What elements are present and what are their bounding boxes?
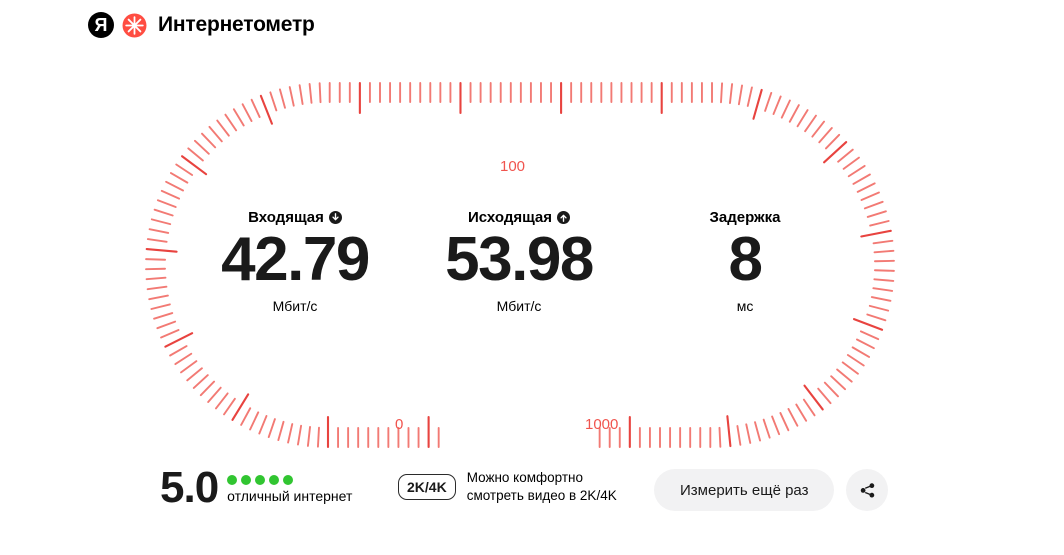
metric-upload-unit: Мбит/с [496, 298, 542, 315]
metric-upload-header: Исходящая [394, 208, 644, 226]
quality-description-line2: смотреть видео в 2K/4K [466, 487, 617, 503]
yandex-asterisk-icon [122, 13, 147, 37]
share-icon [860, 482, 875, 498]
metric-download-label: Входящая [248, 208, 324, 226]
metric-latency-unit: мс [736, 298, 754, 315]
quality-description: Можно комфортно смотреть видео в 2K/4K [467, 469, 617, 505]
metric-latency-label: Задержка [709, 208, 781, 226]
gauge-ticks [145, 81, 895, 449]
upload-arrow-icon [557, 210, 571, 224]
retry-measure-button[interactable]: Измерить ещё раз [654, 469, 835, 511]
score-caption: отличный интернет [227, 488, 353, 504]
score-value: 5.0 [160, 463, 219, 512]
footer-actions: Измерить ещё раз [654, 469, 889, 511]
metric-upload: Исходящая 53.98 Мбит/с [394, 208, 644, 315]
quality-block: 2K/4K Можно комфортно смотреть видео в 2… [398, 469, 617, 505]
share-button[interactable] [846, 469, 889, 511]
metric-latency-value: 8 [728, 225, 763, 294]
metric-latency-header: Задержка [620, 208, 870, 226]
metric-upload-value: 53.98 [445, 225, 594, 294]
download-arrow-icon [328, 210, 342, 224]
results-footer: 5.0 отличный интернет 2K/4K Можно комфор… [0, 466, 1064, 526]
score-dot [255, 475, 266, 485]
score-dot [283, 475, 294, 485]
score-dot [269, 475, 280, 485]
speed-gauge: 100 0 1000 [60, 80, 980, 450]
metric-download-unit: Мбит/с [272, 298, 318, 315]
metric-download: Входящая 42.79 Мбит/с [170, 208, 420, 315]
quality-description-line1: Можно комфортно [466, 470, 584, 485]
score-dots [227, 475, 352, 485]
score-details: отличный интернет [227, 472, 352, 504]
metric-download-value: 42.79 [221, 225, 370, 294]
gauge-label-1000: 1000 [585, 416, 619, 433]
score-dot [241, 475, 252, 485]
gauge-label-0: 0 [395, 416, 404, 433]
metric-download-header: Входящая [170, 208, 420, 226]
gauge-label-100: 100 [500, 158, 526, 175]
app-header: Я Интернетометр [88, 12, 315, 38]
score-dot [227, 475, 238, 485]
quality-badge: 2K/4K [398, 473, 456, 500]
metric-latency: Задержка 8 мс [620, 208, 870, 315]
metric-upload-label: Исходящая [467, 208, 553, 226]
yandex-logo-icon: Я [88, 12, 114, 38]
metrics-row: Входящая 42.79 Мбит/с Исходящая 53.98 Мб… [150, 208, 910, 315]
score-block: 5.0 отличный интернет [160, 466, 352, 510]
page-title: Интернетометр [158, 13, 315, 36]
